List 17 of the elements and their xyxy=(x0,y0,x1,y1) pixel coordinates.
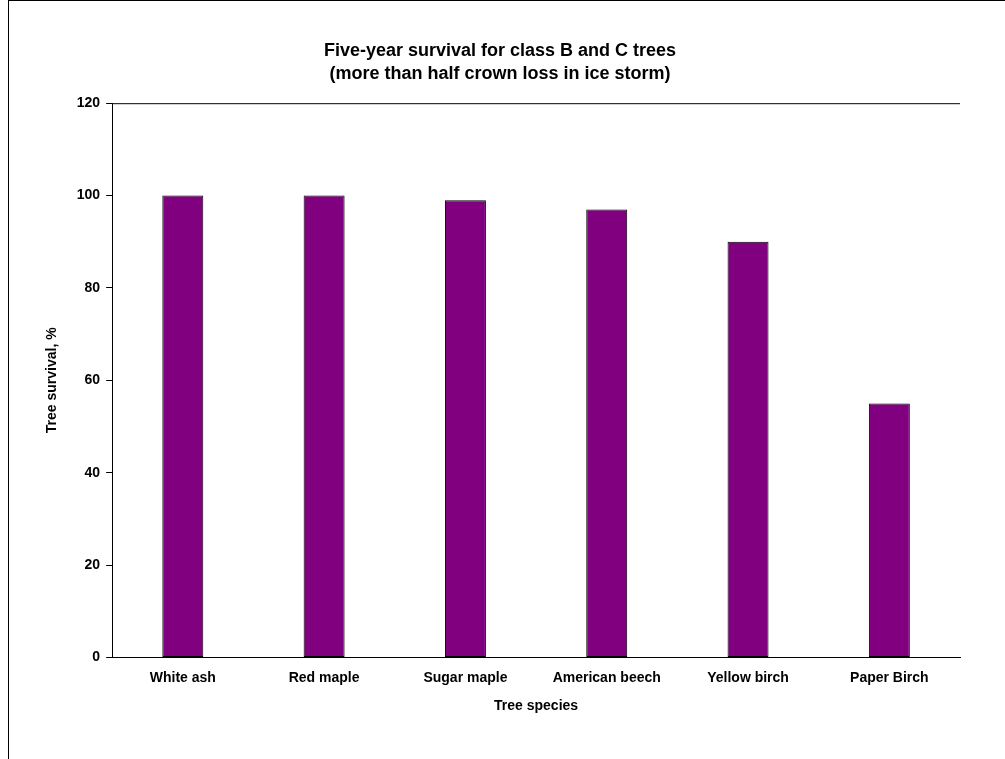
y-axis-title: Tree survival, % xyxy=(43,326,60,434)
y-tick-label: 60 xyxy=(84,371,101,388)
x-tick-label: Yellow birch xyxy=(707,668,789,685)
x-tick-label: American beech xyxy=(552,668,661,685)
y-tick-label: 0 xyxy=(92,648,101,665)
y-tick-label: 40 xyxy=(84,463,101,480)
y-tick-label: 120 xyxy=(76,94,101,111)
x-tick-label: Red maple xyxy=(288,668,360,685)
x-tick-label: Sugar maple xyxy=(423,668,508,685)
x-tick-label: Paper Birch xyxy=(850,668,929,685)
chart-subtitle: (more than half crown loss in ice storm) xyxy=(329,63,671,84)
x-axis-title: Tree species xyxy=(494,697,579,714)
y-tick-label: 80 xyxy=(84,278,101,295)
y-tick-label: 100 xyxy=(76,186,101,203)
x-tick-label: White ash xyxy=(149,668,216,685)
chart-title: Five-year survival for class B and C trees xyxy=(323,39,677,60)
y-tick-label: 20 xyxy=(84,555,101,572)
